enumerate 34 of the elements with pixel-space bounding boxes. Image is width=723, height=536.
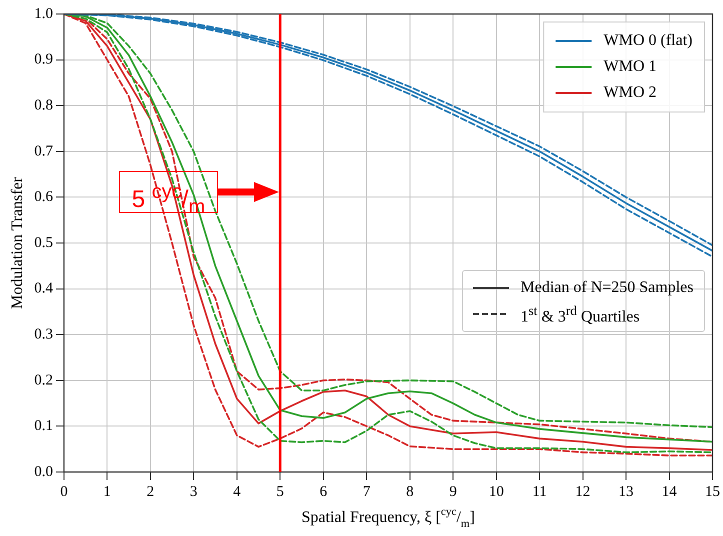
legend-label: WMO 2	[604, 84, 657, 102]
x-tick-label: 1	[103, 484, 111, 500]
legend-label: WMO 1	[604, 58, 657, 76]
y-tick-label: 0.2	[34, 372, 53, 388]
x-tick-label: 9	[449, 484, 457, 500]
annotation: Median of N=250 Samples	[520, 279, 694, 298]
x-tick-label: 15	[705, 484, 720, 500]
x-tick-label: 6	[320, 484, 328, 500]
y-tick-label: 0.6	[34, 189, 54, 206]
annotation: 1$^{st}$ & 3$^{rd}$ Quartiles	[520, 302, 640, 326]
x-tick-label: 11	[532, 484, 547, 500]
x-tick-label: 5	[276, 484, 284, 500]
y-tick-label: 0.9	[34, 52, 53, 68]
x-tick-label: 3	[190, 484, 198, 500]
x-tick-label: 10	[488, 484, 504, 500]
y-axis-title: Modulation Transfer	[8, 176, 26, 309]
y-tick-label: 0.8	[34, 98, 53, 114]
y-tick-label: 0.3	[34, 326, 53, 343]
x-tick-label: 4	[233, 484, 242, 500]
key-panel: Median of N=250 Samples 1$^{st}$ & 3$^{rd}$ Quartiles	[462, 270, 704, 332]
x-tick-label: 8	[406, 484, 414, 500]
x-tick-label: 12	[575, 484, 590, 500]
y-tick-label: 0.1	[34, 418, 53, 434]
x-tick-label: 7	[362, 484, 371, 500]
y-tick-label: 0.0	[34, 464, 53, 480]
y-tick-label: 0.7	[34, 143, 54, 160]
x-tick-label: 2	[146, 484, 154, 500]
y-tick-label: 0.4	[34, 280, 54, 297]
legend-label: WMO 0 (flat)	[604, 32, 692, 50]
x-tick-label: 14	[662, 484, 678, 500]
x-tick-label: 13	[618, 484, 634, 500]
y-tick-label: 1.0	[34, 6, 53, 22]
x-tick-label: 0	[60, 484, 68, 500]
y-tick-label: 0.5	[34, 234, 53, 251]
